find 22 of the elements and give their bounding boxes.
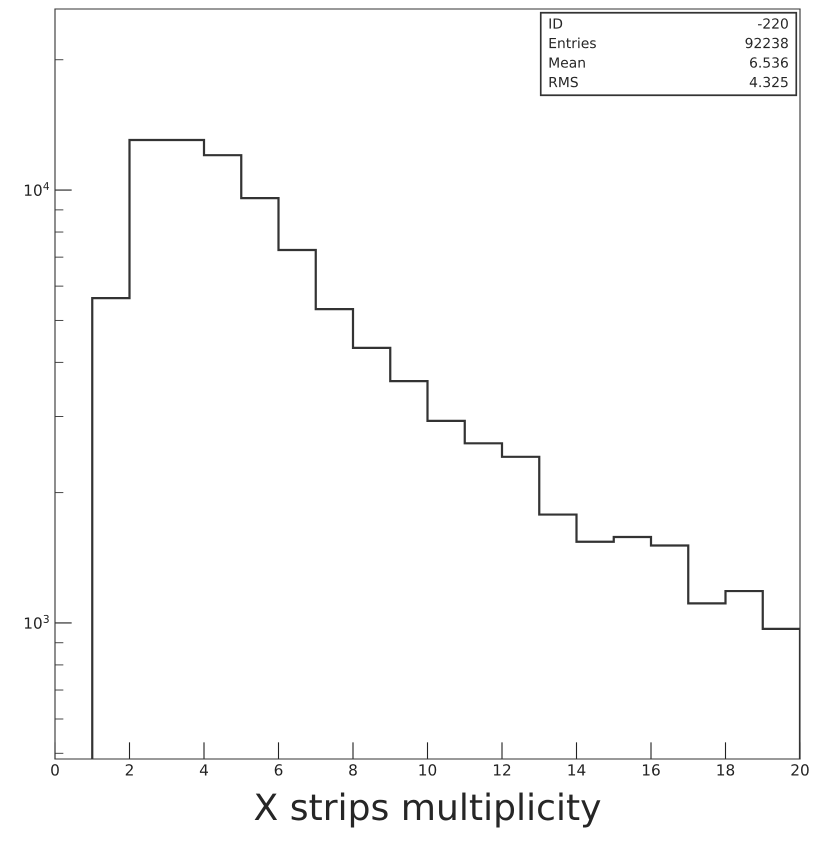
- x-tick-label: 12: [494, 764, 510, 776]
- annotation: 4.325: [750, 76, 788, 88]
- annotation: RMS: [550, 76, 578, 88]
- x-tick-label: 4: [200, 764, 208, 776]
- annotation: Mean: [550, 57, 585, 68]
- x-axis-title: X strips multiplicity: [254, 792, 600, 828]
- y-tick-label: 10$^{3}$: [24, 614, 49, 629]
- x-tick-label: 18: [717, 764, 734, 776]
- x-tick-label: 10: [419, 764, 436, 776]
- x-tick-label: 6: [274, 764, 282, 776]
- y-tick-label: 10$^{4}$: [24, 182, 50, 196]
- annotation: 92238: [746, 38, 788, 48]
- x-tick-label: 20: [791, 764, 809, 776]
- x-tick-label: 16: [642, 764, 660, 776]
- annotation: 6.536: [750, 57, 788, 68]
- x-tick-label: 2: [126, 764, 133, 776]
- x-tick-label: 0: [51, 764, 59, 776]
- annotation: -220: [758, 18, 788, 29]
- annotation: Entries: [550, 38, 596, 48]
- x-tick-label: 8: [349, 764, 357, 776]
- x-tick-label: 14: [568, 764, 586, 776]
- annotation: ID: [550, 18, 562, 29]
